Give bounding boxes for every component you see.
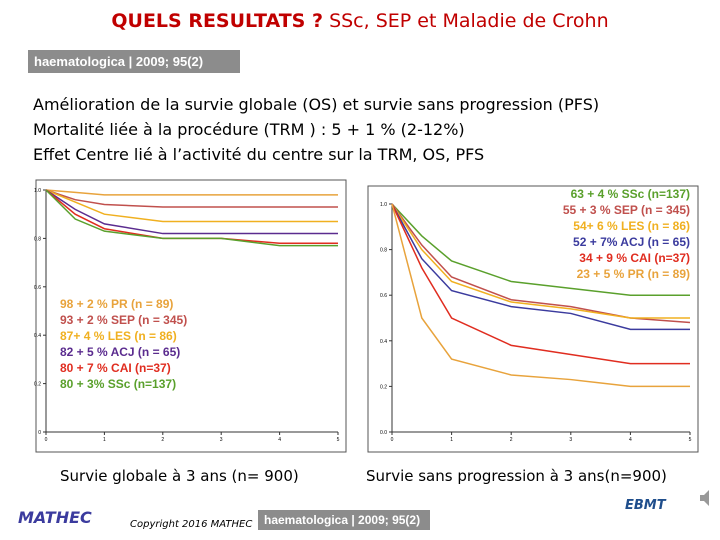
- survival-curve: [45, 189, 338, 196]
- slide-title: QUELS RESULTATS ? SSc, SEP et Maladie de…: [0, 10, 720, 32]
- survival-curve: [45, 189, 338, 208]
- y-tick-label: 0: [38, 430, 41, 436]
- logo-ebmt: EBMT: [625, 498, 666, 513]
- x-tick-label: 5: [337, 437, 340, 443]
- survival-curve: [391, 203, 690, 365]
- bullet-list: Amélioration de la survie globale (OS) e…: [33, 92, 599, 167]
- y-tick-label: 0.6: [34, 285, 41, 291]
- x-tick-label: 4: [278, 437, 281, 443]
- y-tick-label: 0.6: [380, 293, 387, 299]
- x-tick-label: 1: [450, 437, 453, 443]
- x-tick-label: 0: [391, 437, 394, 443]
- title-bold: QUELS RESULTATS ?: [111, 10, 324, 32]
- survival-curve: [45, 189, 338, 235]
- x-tick-label: 3: [569, 437, 572, 443]
- bullet: Mortalité liée à la procédure (TRM ) : 5…: [33, 120, 465, 139]
- y-tick-label: 0.4: [34, 333, 41, 339]
- y-tick-label: 0.8: [34, 236, 41, 242]
- x-tick-label: 0: [45, 437, 48, 443]
- y-tick-label: 0.4: [380, 339, 387, 345]
- y-tick-label: 1.0: [34, 188, 41, 194]
- legend-entry: 54+ 6 % LES (n = 86): [573, 219, 690, 233]
- legend-entry: 93 + 2 % SEP (n = 345): [60, 313, 187, 327]
- legend-entry: 55 + 3 % SEP (n = 345): [563, 203, 690, 217]
- x-tick-label: 2: [510, 437, 513, 443]
- caption: Survie sans progression à 3 ans(n=900): [366, 467, 667, 485]
- bullet: Effet Centre lié à l’activité du centre …: [33, 145, 485, 164]
- survival-curve: [391, 203, 690, 296]
- journal-badge: haematologica | 2009; 95(2): [28, 50, 240, 73]
- y-tick-label: 0.0: [380, 430, 387, 436]
- legend-entry: 34 + 9 % CAI (n=37): [579, 251, 690, 265]
- x-tick-label: 4: [629, 437, 632, 443]
- x-tick-label: 2: [161, 437, 164, 443]
- x-tick-label: 5: [689, 437, 692, 443]
- survival-curve: [45, 189, 338, 247]
- legend-entry: 80 + 7 % CAI (n=37): [60, 361, 171, 375]
- y-tick-label: 0.8: [380, 248, 387, 254]
- logo-mathec: MATHEC: [18, 508, 92, 527]
- copyright: Copyright 2016 MATHEC: [130, 519, 253, 530]
- legend-entry: 23 + 5 % PR (n = 89): [577, 267, 690, 281]
- legend-entry: 98 + 2 % PR (n = 89): [60, 297, 173, 311]
- y-tick-label: 1.0: [380, 202, 387, 208]
- survival-curve: [391, 203, 690, 331]
- legend-entry: 82 + 5 % ACJ (n = 65): [60, 345, 180, 359]
- survival-curve: [391, 203, 690, 319]
- y-tick-label: 0.2: [34, 382, 41, 388]
- survival-curve: [45, 189, 338, 223]
- chart-frame: [35, 179, 347, 453]
- speaker-icon[interactable]: [698, 488, 716, 508]
- legend-entry: 63 + 4 % SSc (n=137): [571, 187, 690, 201]
- journal-badge: haematologica | 2009; 95(2): [258, 510, 430, 530]
- x-tick-label: 3: [220, 437, 223, 443]
- survival-curve: [391, 203, 690, 388]
- title-rest: SSc, SEP et Maladie de Crohn: [329, 10, 609, 32]
- legend-entry: 87+ 4 % LES (n = 86): [60, 329, 177, 343]
- bullet: Amélioration de la survie globale (OS) e…: [33, 95, 600, 114]
- x-tick-label: 1: [103, 437, 106, 443]
- y-tick-label: 0.2: [380, 384, 387, 390]
- caption: Survie globale à 3 ans (n= 900): [60, 467, 299, 485]
- legend-entry: 52 + 7% ACJ (n = 65): [573, 235, 690, 249]
- legend-entry: 80 + 3% SSc (n=137): [60, 377, 176, 391]
